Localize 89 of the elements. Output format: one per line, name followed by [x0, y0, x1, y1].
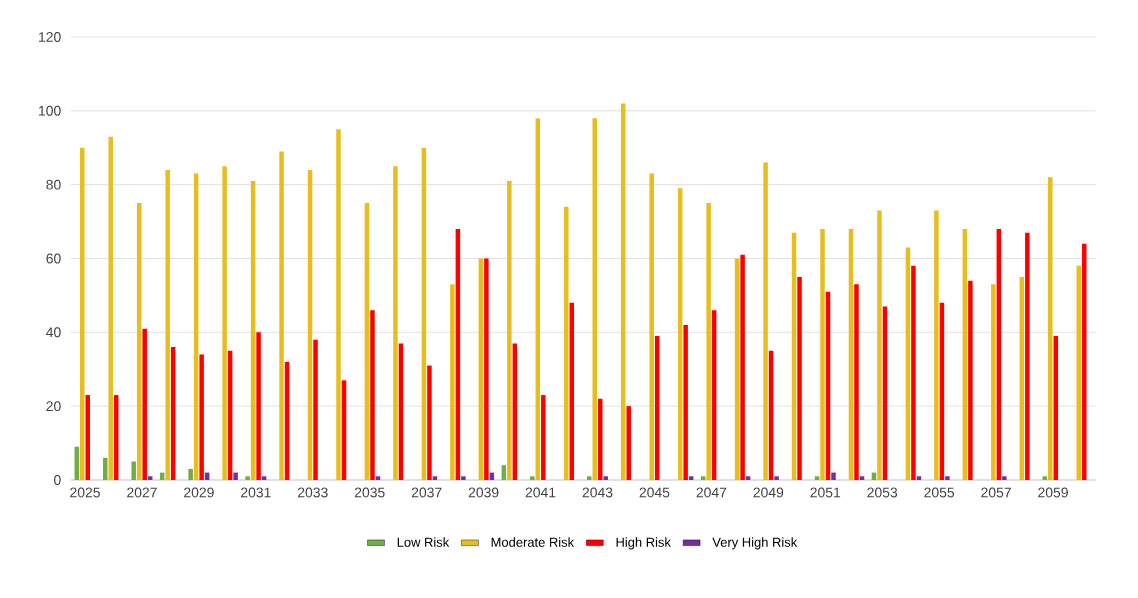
bar [375, 476, 381, 480]
bar [592, 118, 597, 480]
bar [649, 173, 654, 480]
bar [541, 395, 546, 480]
bar [165, 169, 170, 480]
legend-label: Very High Risk [712, 537, 798, 550]
y-tick-label: 120 [39, 32, 61, 42]
x-tick-label: 2059 [1038, 487, 1068, 498]
bar [877, 210, 882, 480]
legend-label: Low Risk [397, 537, 450, 547]
y-tick-label: 20 [46, 401, 61, 412]
y-tick-label: 60 [46, 253, 61, 264]
bar [1025, 232, 1030, 480]
x-tick-label: 2049 [753, 487, 784, 498]
bar [108, 136, 113, 480]
bar [1048, 177, 1053, 480]
bar [991, 284, 996, 480]
bar [911, 265, 916, 480]
bar [1042, 476, 1048, 480]
bar [461, 476, 466, 480]
bar [484, 258, 489, 480]
bar [313, 339, 318, 480]
bar [279, 151, 284, 480]
bar [688, 476, 694, 480]
x-tick-label: 2047 [696, 487, 727, 498]
bar [831, 472, 836, 480]
x-tick-label: 2051 [810, 487, 841, 498]
bar [916, 476, 922, 480]
bar [587, 476, 592, 480]
y-tick-label: 0 [54, 475, 61, 485]
bar [142, 328, 147, 480]
x-tick-label: 2035 [354, 487, 385, 498]
bar [763, 162, 768, 480]
bar [199, 354, 204, 480]
bar [820, 228, 825, 480]
bar [683, 324, 688, 480]
y-tick-label: 100 [39, 105, 61, 116]
bar [859, 476, 865, 480]
x-tick-label: 2037 [411, 487, 442, 498]
legend-label: High Risk [616, 537, 671, 550]
x-tick-label: 2029 [184, 487, 214, 498]
bar [968, 280, 973, 480]
x-tick-label: 2043 [582, 487, 613, 498]
bar [336, 129, 341, 480]
x-tick-label: 2031 [241, 487, 271, 498]
legend-label: Moderate Risk [491, 537, 575, 547]
bar [131, 461, 136, 480]
bar [80, 147, 85, 480]
x-tick-label: 2033 [297, 487, 328, 498]
bar [432, 476, 438, 480]
bar [261, 476, 267, 480]
bar [603, 476, 608, 480]
bar [530, 476, 535, 480]
bar [245, 476, 250, 480]
bar [370, 310, 375, 480]
bar [745, 476, 751, 480]
bar [501, 465, 507, 480]
bar [427, 365, 432, 480]
bar [507, 180, 512, 480]
bar [147, 476, 153, 480]
bar [740, 254, 745, 480]
bar [1002, 476, 1007, 480]
bar [706, 203, 711, 480]
bar [564, 206, 569, 480]
y-tick-label: 80 [46, 179, 61, 190]
bar [188, 468, 193, 480]
bar [934, 210, 939, 480]
bar [450, 284, 455, 480]
x-tick-label: 2057 [981, 487, 1011, 498]
bar [700, 476, 706, 480]
x-tick-label: 2039 [468, 487, 499, 498]
x-tick-label: 2055 [924, 487, 955, 498]
bar [256, 332, 261, 480]
x-tick-label: 2045 [639, 487, 670, 498]
bar [233, 472, 238, 480]
bar [945, 476, 950, 480]
y-tick-label: 40 [46, 327, 61, 338]
bar [393, 166, 398, 480]
bar [1082, 243, 1087, 480]
x-tick-label: 2053 [867, 487, 898, 498]
bar [222, 166, 227, 480]
x-tick-label: 2041 [525, 487, 556, 498]
bar [814, 476, 820, 480]
x-tick-label: 2027 [127, 487, 157, 498]
bar [854, 284, 859, 480]
bar [626, 406, 631, 480]
x-tick-label: 2025 [70, 487, 100, 498]
bar [797, 276, 802, 480]
bar [774, 476, 779, 480]
